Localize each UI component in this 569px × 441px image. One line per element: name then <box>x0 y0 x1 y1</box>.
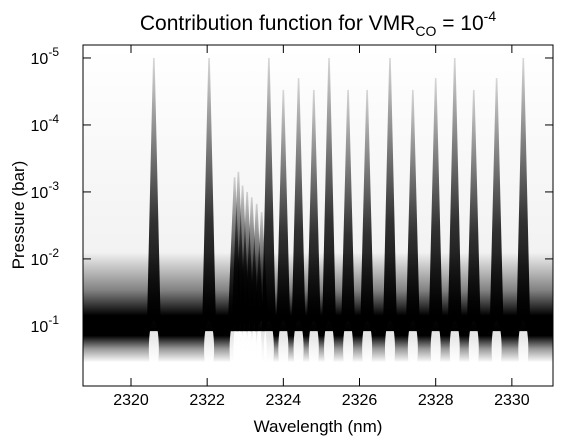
x-tick-label: 2322 <box>189 392 225 409</box>
line-notch <box>518 320 529 377</box>
line-notch <box>407 320 418 377</box>
absorption-line <box>202 57 217 332</box>
y-tick-label: 10-3 <box>31 179 60 202</box>
x-tick-label: 2330 <box>494 392 530 409</box>
x-tick-label: 2320 <box>113 392 149 409</box>
y-tick-base: 10 <box>31 51 49 68</box>
absorption-line <box>516 57 531 332</box>
absorption-line <box>261 57 276 332</box>
y-tick-exponent: -5 <box>48 45 59 59</box>
line-notch <box>449 320 460 377</box>
line-notch <box>263 320 274 377</box>
line-notch <box>204 320 215 377</box>
title-sup: -4 <box>484 8 497 24</box>
absorption-line <box>322 57 337 332</box>
title-text: Contribution function for VMR <box>140 12 415 35</box>
absorption-line <box>360 89 375 332</box>
y-tick-label: 10-1 <box>31 313 60 336</box>
plot-frame <box>82 44 554 387</box>
y-tick-base: 10 <box>31 185 49 202</box>
y-tick-exponent: -2 <box>48 246 59 260</box>
line-notch <box>362 320 373 377</box>
x-tick-label: 2326 <box>342 392 378 409</box>
y-tick-label: 10-5 <box>31 45 60 68</box>
x-tick-label: 2324 <box>266 392 302 409</box>
line-notch <box>343 320 354 377</box>
y-tick-base: 10 <box>31 319 49 336</box>
absorption-line <box>405 89 420 332</box>
line-notch <box>384 320 395 377</box>
x-axis-label: Wavelength (nm) <box>254 417 383 436</box>
line-notch <box>430 320 441 377</box>
line-notch <box>148 320 159 377</box>
y-tick-base: 10 <box>31 252 49 269</box>
line-notch <box>324 320 335 377</box>
absorption-line <box>447 57 462 332</box>
y-tick-exponent: -1 <box>48 313 59 327</box>
title-sub: CO <box>415 23 436 39</box>
absorption-line <box>466 89 481 332</box>
line-notch <box>468 320 479 377</box>
line-notch <box>293 320 304 377</box>
chart-title: Contribution function for VMRCO = 10-4 <box>140 8 496 39</box>
line-notch <box>278 320 289 377</box>
y-tick-exponent: -3 <box>48 179 59 193</box>
x-tick-label: 2328 <box>418 392 454 409</box>
y-tick-label: 10-4 <box>31 112 60 135</box>
y-axis-label: Pressure (bar) <box>9 161 28 270</box>
absorption-line <box>276 89 291 332</box>
absorption-line <box>382 57 397 332</box>
line-notch <box>491 320 502 377</box>
y-tick-base: 10 <box>31 118 49 135</box>
absorption-line <box>428 78 443 332</box>
absorption-line <box>146 57 161 332</box>
title-mid: = 10 <box>436 12 483 35</box>
y-tick-exponent: -4 <box>48 112 59 126</box>
line-notch <box>256 320 267 377</box>
plot-area <box>82 44 554 387</box>
absorption-line <box>306 89 321 332</box>
y-tick-label: 10-2 <box>31 246 60 269</box>
line-notch <box>308 320 319 377</box>
absorption-line <box>489 78 504 332</box>
absorption-line <box>341 89 356 332</box>
absorption-line <box>291 78 306 332</box>
